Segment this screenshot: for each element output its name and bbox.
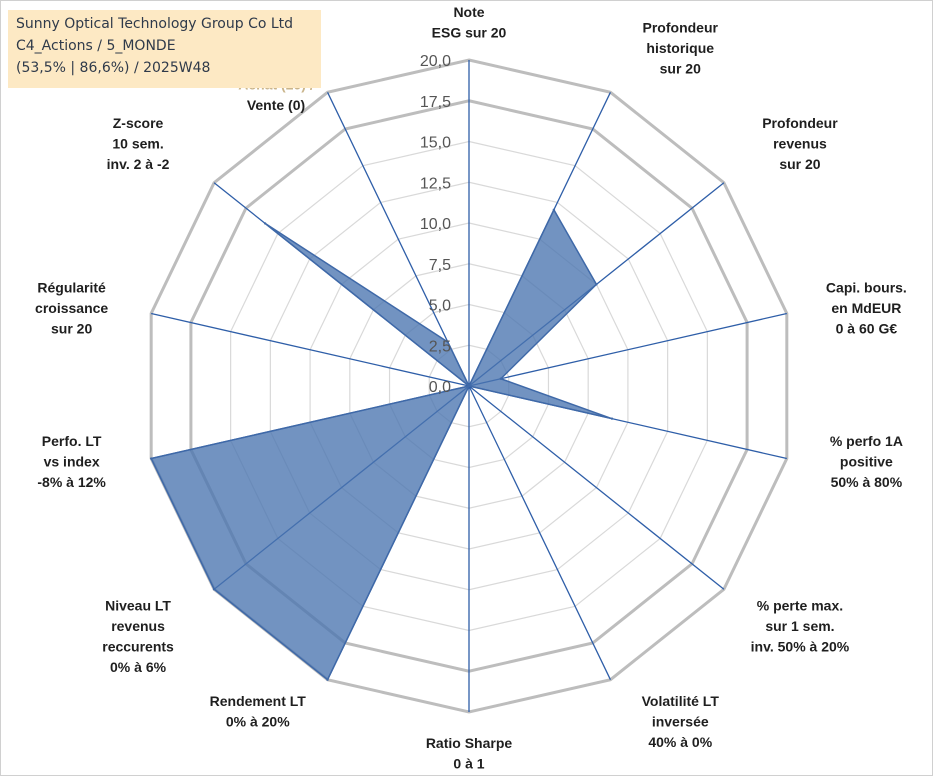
radial-tick-label: 5,0	[429, 298, 451, 315]
axis-label: Note ESG sur 20	[432, 4, 507, 41]
axis-label: Profondeur revenus sur 20	[762, 115, 838, 172]
axis-spoke	[326, 92, 470, 387]
data-point	[212, 588, 216, 591]
data-point	[326, 678, 329, 681]
radial-tick-label: 10,0	[420, 216, 451, 233]
data-point	[595, 283, 598, 286]
axis-label: Perfo. LT vs index -8% à 12%	[37, 433, 106, 490]
radial-tick-label: 0,0	[429, 379, 451, 396]
stock-info-box: Sunny Optical Technology Group Co Ltd C4…	[8, 10, 321, 88]
data-point	[499, 377, 502, 380]
axis-spoke	[468, 385, 612, 680]
data-point	[263, 222, 267, 225]
radial-tick-label: 12,5	[420, 175, 451, 192]
stats-line: (53,5% | 86,6%) / 2025W48	[16, 60, 211, 76]
radial-tick-label: 15,0	[420, 135, 451, 152]
axis-labels: Note ESG sur 20 Profondeur historique sur 20…	[35, 4, 907, 772]
data-point	[552, 208, 556, 211]
axis-spoke	[151, 312, 470, 387]
radial-tick-label: 2,5	[429, 338, 451, 355]
radial-tick-label: 20,0	[420, 53, 451, 70]
axis-label: Z-score 10 sem. inv. 2 à -2	[107, 115, 170, 172]
data-point	[467, 384, 471, 388]
data-point	[610, 417, 614, 420]
axis-label: Rendement LT 0% à 20%	[210, 693, 307, 730]
axis-label: % perte max. sur 1 sem. inv. 50% à 20%	[751, 597, 850, 654]
axis-label: Niveau LT revenus reccurents 0% à 6%	[102, 597, 174, 675]
axis-label: % perfo 1A positive 50% à 80%	[830, 433, 903, 490]
series-area	[149, 208, 614, 681]
axis-label: Ratio Sharpe 0 à 1	[426, 735, 513, 772]
data-point	[446, 340, 449, 344]
portfolio-path: C4_Actions / 5_MONDE	[16, 38, 176, 54]
radial-tick-label: 17,5	[420, 94, 451, 111]
axis-spoke	[468, 385, 725, 590]
axis-label: Profondeur historique sur 20	[643, 20, 719, 77]
radial-tick-labels: 0,0 2,5 5,0 7,5 10,0 12,5 15,0 17,5 20,0	[420, 53, 451, 396]
radial-tick-label: 7,5	[429, 257, 451, 274]
axis-spoke	[468, 312, 787, 387]
axis-label: Régularité croissance sur 20	[35, 280, 108, 337]
axis-label: Capi. bours. en MdEUR 0 à 60 G€	[826, 280, 907, 337]
company-name: Sunny Optical Technology Group Co Ltd	[16, 16, 294, 32]
axis-label: Volatilité LT inversée 40% à 0%	[642, 693, 720, 750]
data-point	[149, 457, 153, 460]
